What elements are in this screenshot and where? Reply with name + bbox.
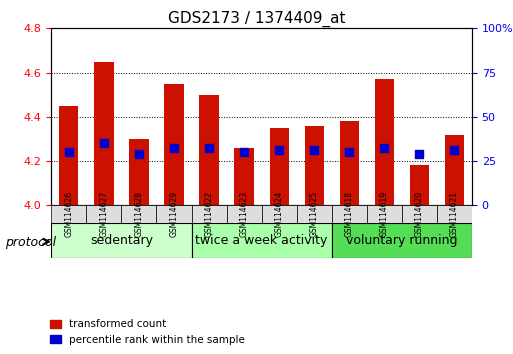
Bar	[59, 106, 78, 205]
Bar	[227, 205, 262, 223]
Text: GSM114621: GSM114621	[450, 191, 459, 237]
Point	[345, 149, 353, 155]
Bar	[437, 205, 472, 223]
Point	[65, 149, 73, 155]
Bar	[332, 205, 367, 223]
Bar	[51, 205, 86, 223]
Text: GSM114624: GSM114624	[274, 191, 284, 237]
Bar	[234, 148, 254, 205]
Bar	[340, 121, 359, 205]
Point	[310, 147, 318, 153]
Bar	[269, 128, 289, 205]
Point	[100, 141, 108, 146]
Bar	[200, 95, 219, 205]
Point	[205, 145, 213, 151]
Text: voluntary running: voluntary running	[346, 234, 458, 247]
Text: GSM114622: GSM114622	[205, 191, 213, 237]
Bar	[305, 126, 324, 205]
Point	[380, 145, 388, 151]
Point	[415, 152, 423, 157]
Bar	[402, 205, 437, 223]
Text: GSM114626: GSM114626	[64, 191, 73, 237]
Text: GDS2173 / 1374409_at: GDS2173 / 1374409_at	[168, 11, 345, 27]
Bar	[262, 205, 297, 223]
Bar	[191, 223, 332, 258]
Bar	[367, 205, 402, 223]
Bar	[156, 205, 191, 223]
Bar	[332, 223, 472, 258]
Bar	[51, 223, 191, 258]
Text: GSM114629: GSM114629	[169, 191, 179, 237]
Bar	[164, 84, 184, 205]
Text: GSM114618: GSM114618	[345, 191, 354, 237]
Point	[240, 149, 248, 155]
Text: GSM114628: GSM114628	[134, 191, 144, 237]
Bar	[410, 166, 429, 205]
Bar	[445, 135, 464, 205]
Text: protocol: protocol	[5, 236, 56, 249]
Point	[135, 152, 143, 157]
Point	[275, 147, 283, 153]
Text: GSM114619: GSM114619	[380, 191, 389, 237]
Legend: transformed count, percentile rank within the sample: transformed count, percentile rank withi…	[46, 315, 249, 349]
Bar	[122, 205, 156, 223]
Text: GSM114625: GSM114625	[310, 191, 319, 237]
Point	[170, 145, 178, 151]
Bar	[86, 205, 122, 223]
Text: GSM114623: GSM114623	[240, 191, 249, 237]
Bar	[297, 205, 332, 223]
Bar	[129, 139, 149, 205]
Bar	[94, 62, 113, 205]
Bar	[374, 79, 394, 205]
Text: GSM114627: GSM114627	[100, 191, 108, 237]
Text: GSM114620: GSM114620	[415, 191, 424, 237]
Text: sedentary: sedentary	[90, 234, 153, 247]
Bar	[191, 205, 227, 223]
Point	[450, 147, 459, 153]
Text: twice a week activity: twice a week activity	[195, 234, 328, 247]
